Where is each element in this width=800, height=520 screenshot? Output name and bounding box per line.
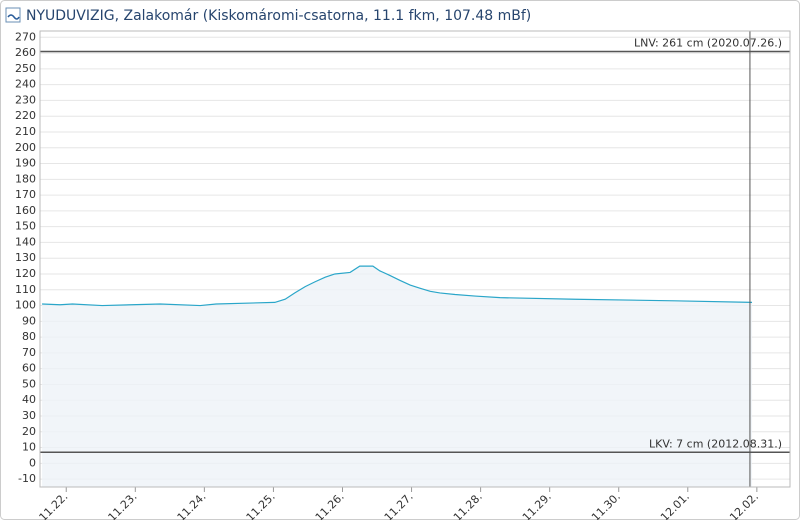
y-tick-label: 10 <box>22 441 36 454</box>
logo <box>5 7 21 23</box>
y-tick-label: 150 <box>15 220 36 233</box>
y-tick-label: 160 <box>15 204 36 217</box>
y-tick-label: 90 <box>22 314 36 327</box>
y-tick-label: 50 <box>22 377 36 390</box>
series-line <box>42 265 753 307</box>
y-tick-label: 210 <box>15 125 36 138</box>
y-tick-label: 40 <box>22 393 36 406</box>
y-tick-label: 190 <box>15 157 36 170</box>
y-tick-label: 100 <box>15 299 36 312</box>
chart-title: NYUDUVIZIG, Zalakomár (Kiskomáromi-csato… <box>26 8 531 24</box>
y-tick-label: -10 <box>18 472 36 485</box>
y-tick-label: 270 <box>15 30 36 43</box>
y-tick-label: 120 <box>15 267 36 280</box>
y-tick-label: 0 <box>29 456 36 469</box>
y-tick-label: 260 <box>15 46 36 59</box>
y-tick-label: 250 <box>15 62 36 75</box>
y-tick-label: 240 <box>15 78 36 91</box>
y-tick-label: 170 <box>15 188 36 201</box>
y-tick-label: 200 <box>15 141 36 154</box>
y-tick-label: 140 <box>15 235 36 248</box>
y-tick-label: 110 <box>15 283 36 296</box>
y-tick-label: 230 <box>15 93 36 106</box>
y-tick-label: 180 <box>15 172 36 185</box>
y-tick-label: 70 <box>22 346 36 359</box>
y-tick-label: 30 <box>22 409 36 422</box>
y-tick-label: 80 <box>22 330 36 343</box>
reference-label: LNV: 261 cm (2020.07.26.) <box>634 37 782 50</box>
plot-frame <box>39 30 791 488</box>
y-tick-label: 60 <box>22 362 36 375</box>
area <box>42 266 753 487</box>
reference-label: LKV: 7 cm (2012.08.31.) <box>649 437 782 450</box>
y-tick-label: 20 <box>22 425 36 438</box>
y-tick-label: 130 <box>15 251 36 264</box>
y-tick-label: 220 <box>15 109 36 122</box>
